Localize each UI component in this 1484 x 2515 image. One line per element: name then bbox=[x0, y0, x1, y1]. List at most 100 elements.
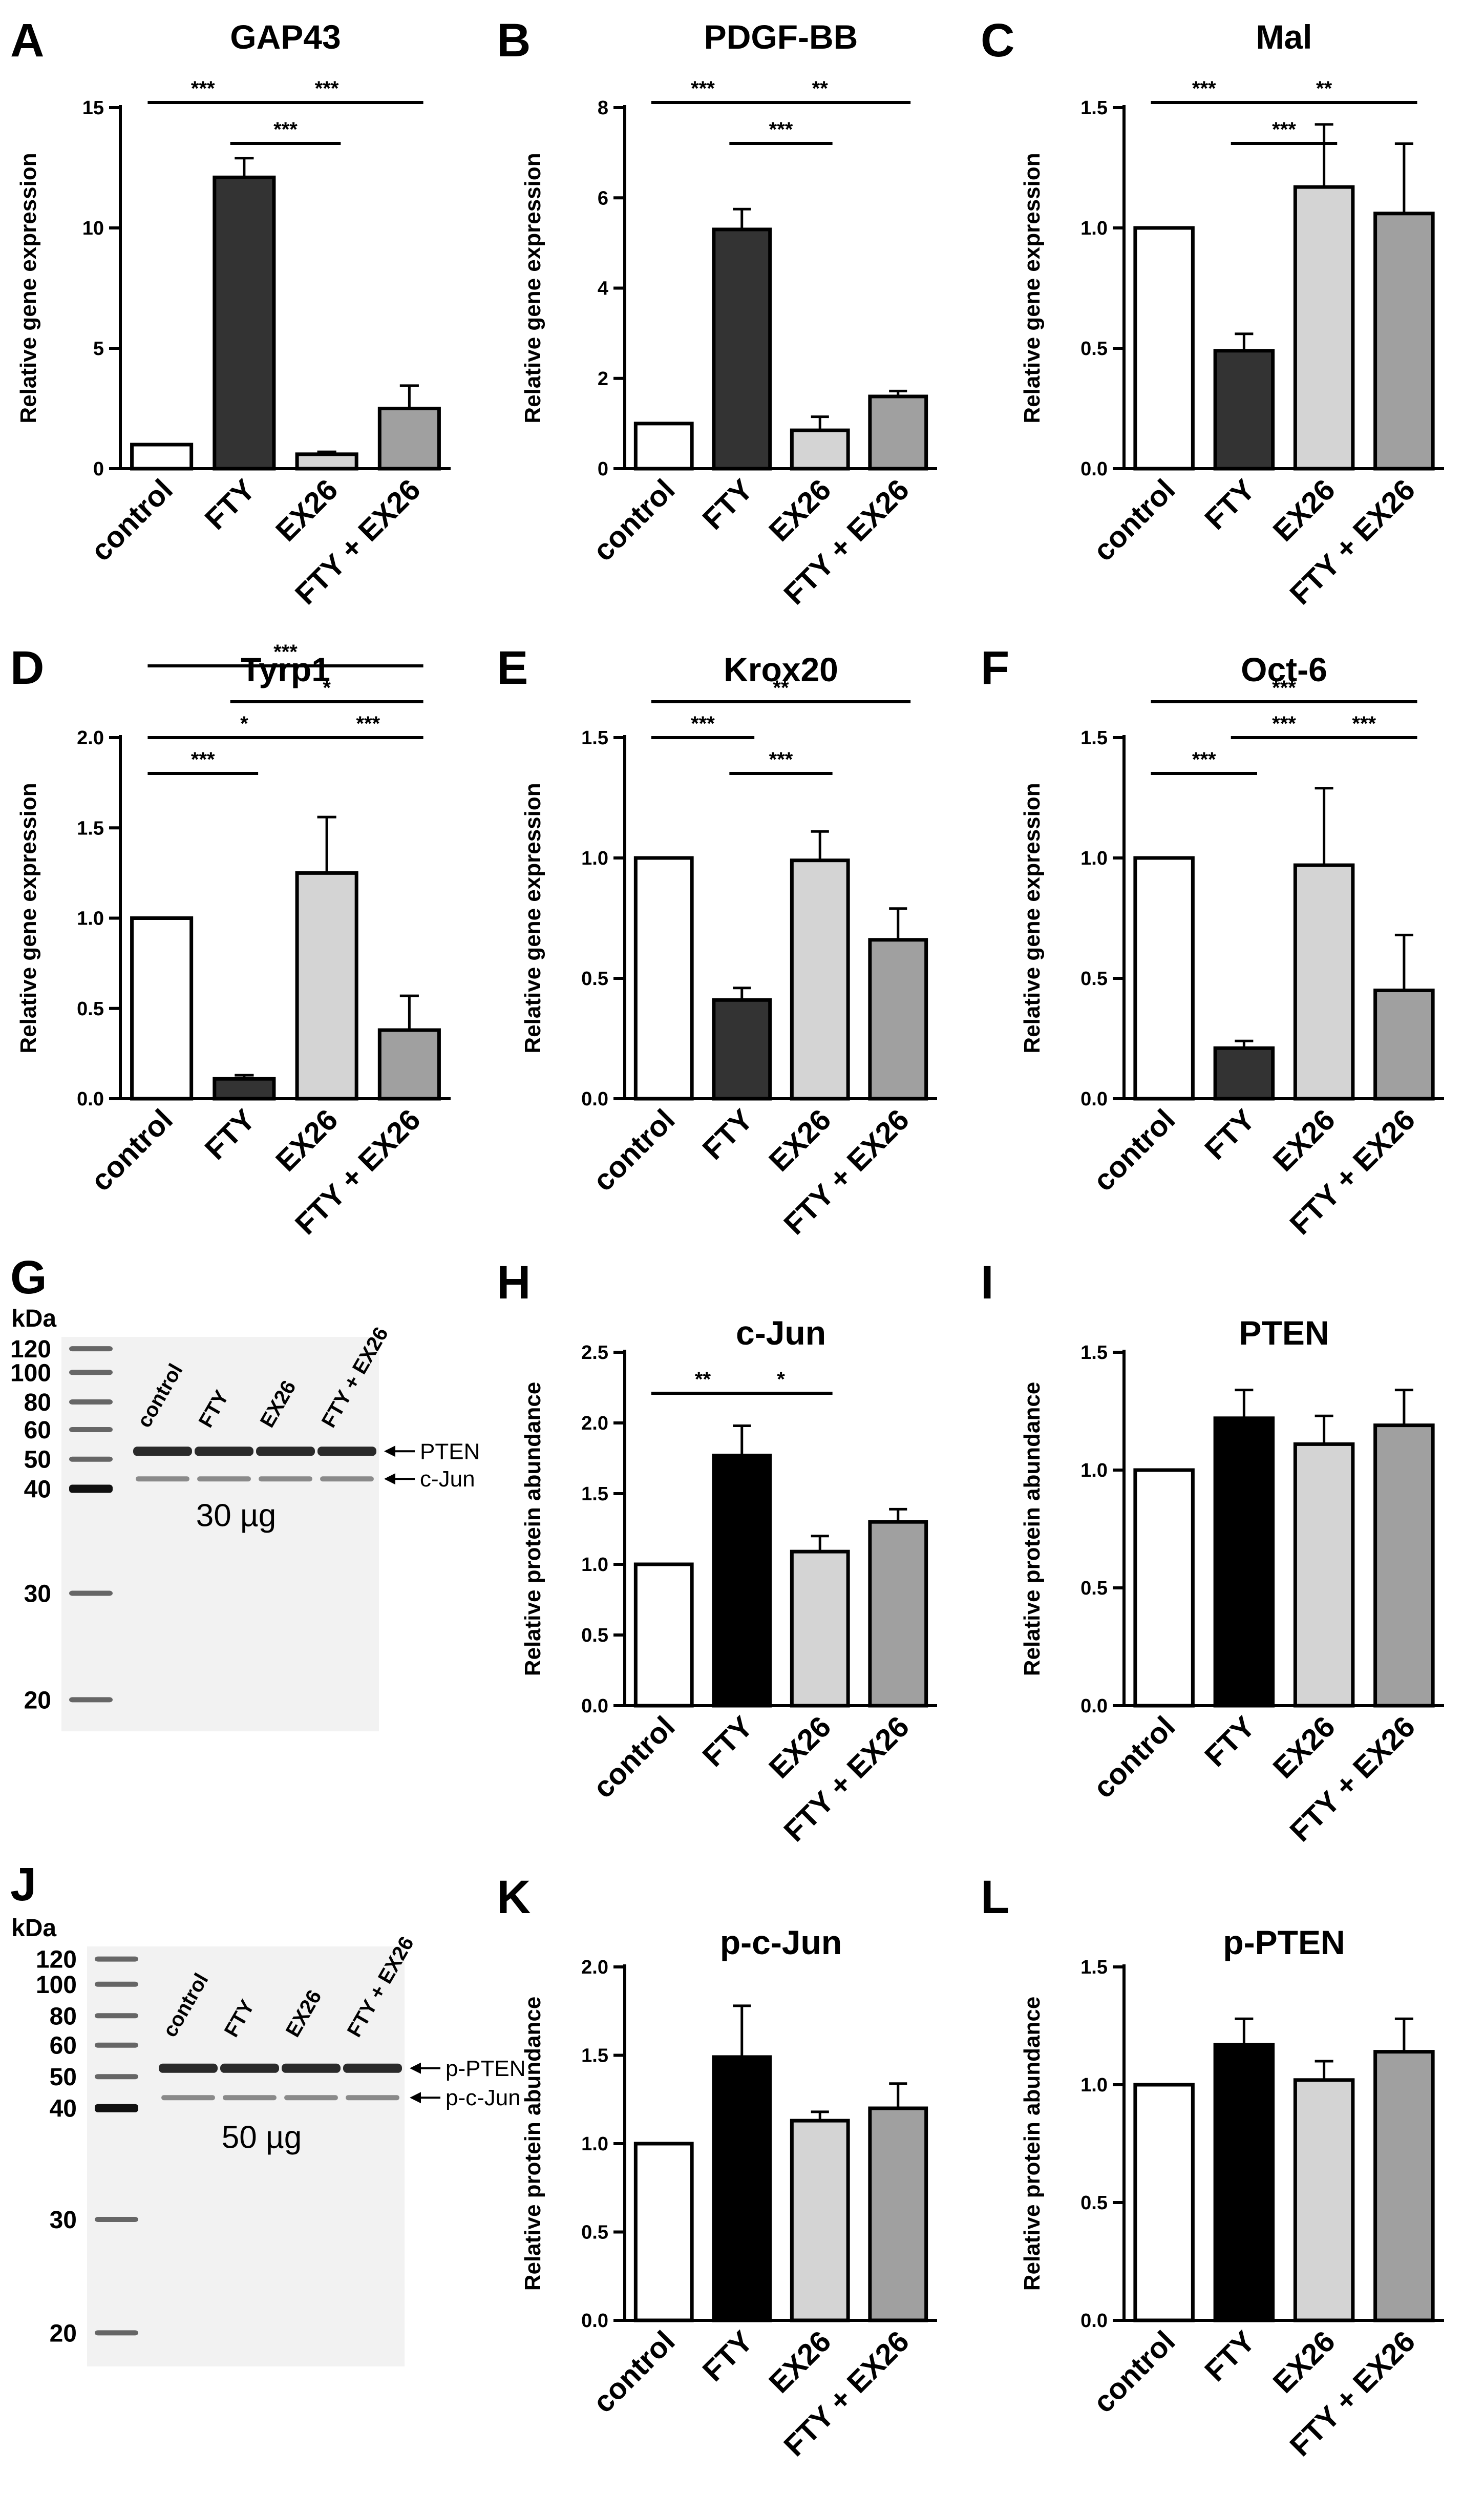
significance-label: *** bbox=[191, 748, 215, 771]
category-label: EX26 bbox=[762, 1710, 837, 1785]
bar-3 bbox=[790, 1549, 850, 1708]
y-axis-label: Relative gene expression bbox=[16, 783, 41, 1053]
significance-label: *** bbox=[1272, 712, 1296, 735]
y-tick-label: 1.0 bbox=[581, 2133, 608, 2155]
marker-label: 80 bbox=[50, 2003, 77, 2030]
panel-letter: F bbox=[981, 642, 1009, 694]
y-tick-label: 1.5 bbox=[1080, 727, 1108, 749]
y-tick-label: 0.0 bbox=[1080, 1695, 1108, 1717]
marker-label: 40 bbox=[50, 2095, 77, 2123]
y-tick-label: 2 bbox=[598, 368, 608, 390]
chart-panel-H: Hc-Jun Relative protein abundance 0.0 0.5 1.… bbox=[497, 1256, 937, 1848]
bar-4 bbox=[868, 394, 928, 471]
category-label: EX26 bbox=[1267, 2324, 1342, 2399]
arrow-head-icon bbox=[410, 2092, 421, 2104]
category-label: control bbox=[1087, 473, 1181, 568]
y-tick-label: 0.5 bbox=[581, 2222, 608, 2244]
category-label: FTY bbox=[1198, 1710, 1261, 1773]
marker-label: 20 bbox=[50, 2320, 77, 2347]
marker-label: 60 bbox=[50, 2032, 77, 2060]
bar-4 bbox=[1373, 2050, 1435, 2322]
significance-label: *** bbox=[191, 77, 215, 100]
ladder-band bbox=[95, 2104, 138, 2112]
y-tick-label: 0.0 bbox=[581, 1695, 608, 1717]
marker-label: 30 bbox=[24, 1581, 51, 1608]
bar-2 bbox=[1213, 1416, 1275, 1708]
bar-3 bbox=[790, 2119, 850, 2322]
category-label: control bbox=[84, 1103, 179, 1198]
panel-letter: H bbox=[497, 1256, 531, 1309]
marker-label: 50 bbox=[24, 1447, 51, 1474]
y-axis-label: Relative gene expression bbox=[1020, 783, 1045, 1053]
blot-membrane bbox=[87, 1946, 405, 2366]
y-tick-label: 1.0 bbox=[1080, 218, 1108, 239]
y-tick-label: 4 bbox=[598, 278, 608, 300]
band-label: p-c-Jun bbox=[446, 2085, 521, 2110]
upper-band bbox=[282, 2063, 341, 2073]
bar-2 bbox=[1213, 1046, 1275, 1101]
y-axis-label: Relative protein abundance bbox=[520, 1382, 545, 1676]
category-label: control bbox=[1087, 1103, 1181, 1198]
significance-label: *** bbox=[1272, 118, 1296, 141]
bar-4 bbox=[1373, 989, 1435, 1101]
ladder-band bbox=[95, 2217, 138, 2222]
category-label: control bbox=[587, 1710, 682, 1805]
significance-label: *** bbox=[1272, 677, 1296, 699]
bar-4 bbox=[868, 938, 928, 1101]
category-label: EX26 bbox=[1267, 1103, 1342, 1178]
upper-band bbox=[343, 2063, 402, 2073]
chart-title: Oct-6 bbox=[1241, 651, 1327, 688]
y-tick-label: 0.5 bbox=[1080, 1578, 1108, 1599]
y-tick-label: 0.5 bbox=[1080, 968, 1108, 990]
y-axis-label: Relative gene expression bbox=[1020, 153, 1045, 423]
category-label: control bbox=[587, 2324, 682, 2419]
bar-3 bbox=[295, 871, 358, 1101]
y-tick-label: 2.5 bbox=[581, 1342, 608, 1364]
bar-1 bbox=[130, 443, 194, 471]
y-tick-label: 0.0 bbox=[1080, 2310, 1108, 2332]
lower-band bbox=[136, 1476, 189, 1482]
lower-band bbox=[284, 2095, 338, 2101]
category-label: FTY bbox=[696, 1710, 759, 1773]
bar-3 bbox=[1293, 185, 1355, 471]
significance-label: *** bbox=[273, 641, 298, 663]
y-tick-label: 8 bbox=[598, 97, 608, 119]
category-label: EX26 bbox=[269, 1103, 344, 1178]
marker-label: 120 bbox=[36, 1946, 77, 1974]
chart-title: Tyrp1 bbox=[241, 651, 330, 688]
panel-letter: K bbox=[497, 1871, 531, 1923]
arrow-head-icon bbox=[410, 2062, 421, 2074]
significance-label: *** bbox=[769, 118, 793, 141]
y-axis-label: Relative gene expression bbox=[520, 783, 545, 1053]
panel-letter: E bbox=[497, 642, 528, 694]
y-tick-label: 1.0 bbox=[1080, 848, 1108, 869]
bar-2 bbox=[712, 2055, 772, 2322]
chart-title: Krox20 bbox=[724, 651, 838, 688]
bar-3 bbox=[295, 452, 358, 471]
category-label: EX26 bbox=[269, 473, 344, 548]
y-axis-label: Relative protein abundance bbox=[1020, 1382, 1045, 1676]
upper-band bbox=[256, 1447, 315, 1456]
bar-2 bbox=[213, 175, 276, 471]
marker-label: 100 bbox=[10, 1359, 51, 1387]
category-label: EX26 bbox=[762, 1103, 837, 1178]
category-label: EX26 bbox=[1267, 473, 1342, 548]
bar-4 bbox=[1373, 1423, 1435, 1708]
chart-title: c-Jun bbox=[736, 1314, 826, 1352]
y-tick-label: 0.5 bbox=[1080, 338, 1108, 360]
y-tick-label: 0.0 bbox=[1080, 1088, 1108, 1110]
significance-label: *** bbox=[273, 118, 298, 141]
chart-title: Mal bbox=[1256, 18, 1312, 56]
bar-2 bbox=[712, 227, 772, 471]
y-tick-label: 0.0 bbox=[581, 1088, 608, 1110]
chart-panel-D: D Tyrp1 Relative gene expression 0.0 0.5 1.0 1… bbox=[10, 641, 451, 1241]
panel-letter: C bbox=[981, 14, 1014, 67]
significance-label: ** bbox=[695, 1368, 711, 1391]
y-tick-label: 2.0 bbox=[581, 1413, 608, 1434]
y-tick-label: 6 bbox=[598, 187, 608, 209]
ladder-band bbox=[95, 2042, 138, 2048]
panel-letter: A bbox=[10, 14, 44, 67]
y-tick-label: 5 bbox=[93, 338, 104, 360]
significance-label: *** bbox=[356, 712, 380, 735]
y-axis-label: Relative gene expression bbox=[16, 153, 41, 423]
